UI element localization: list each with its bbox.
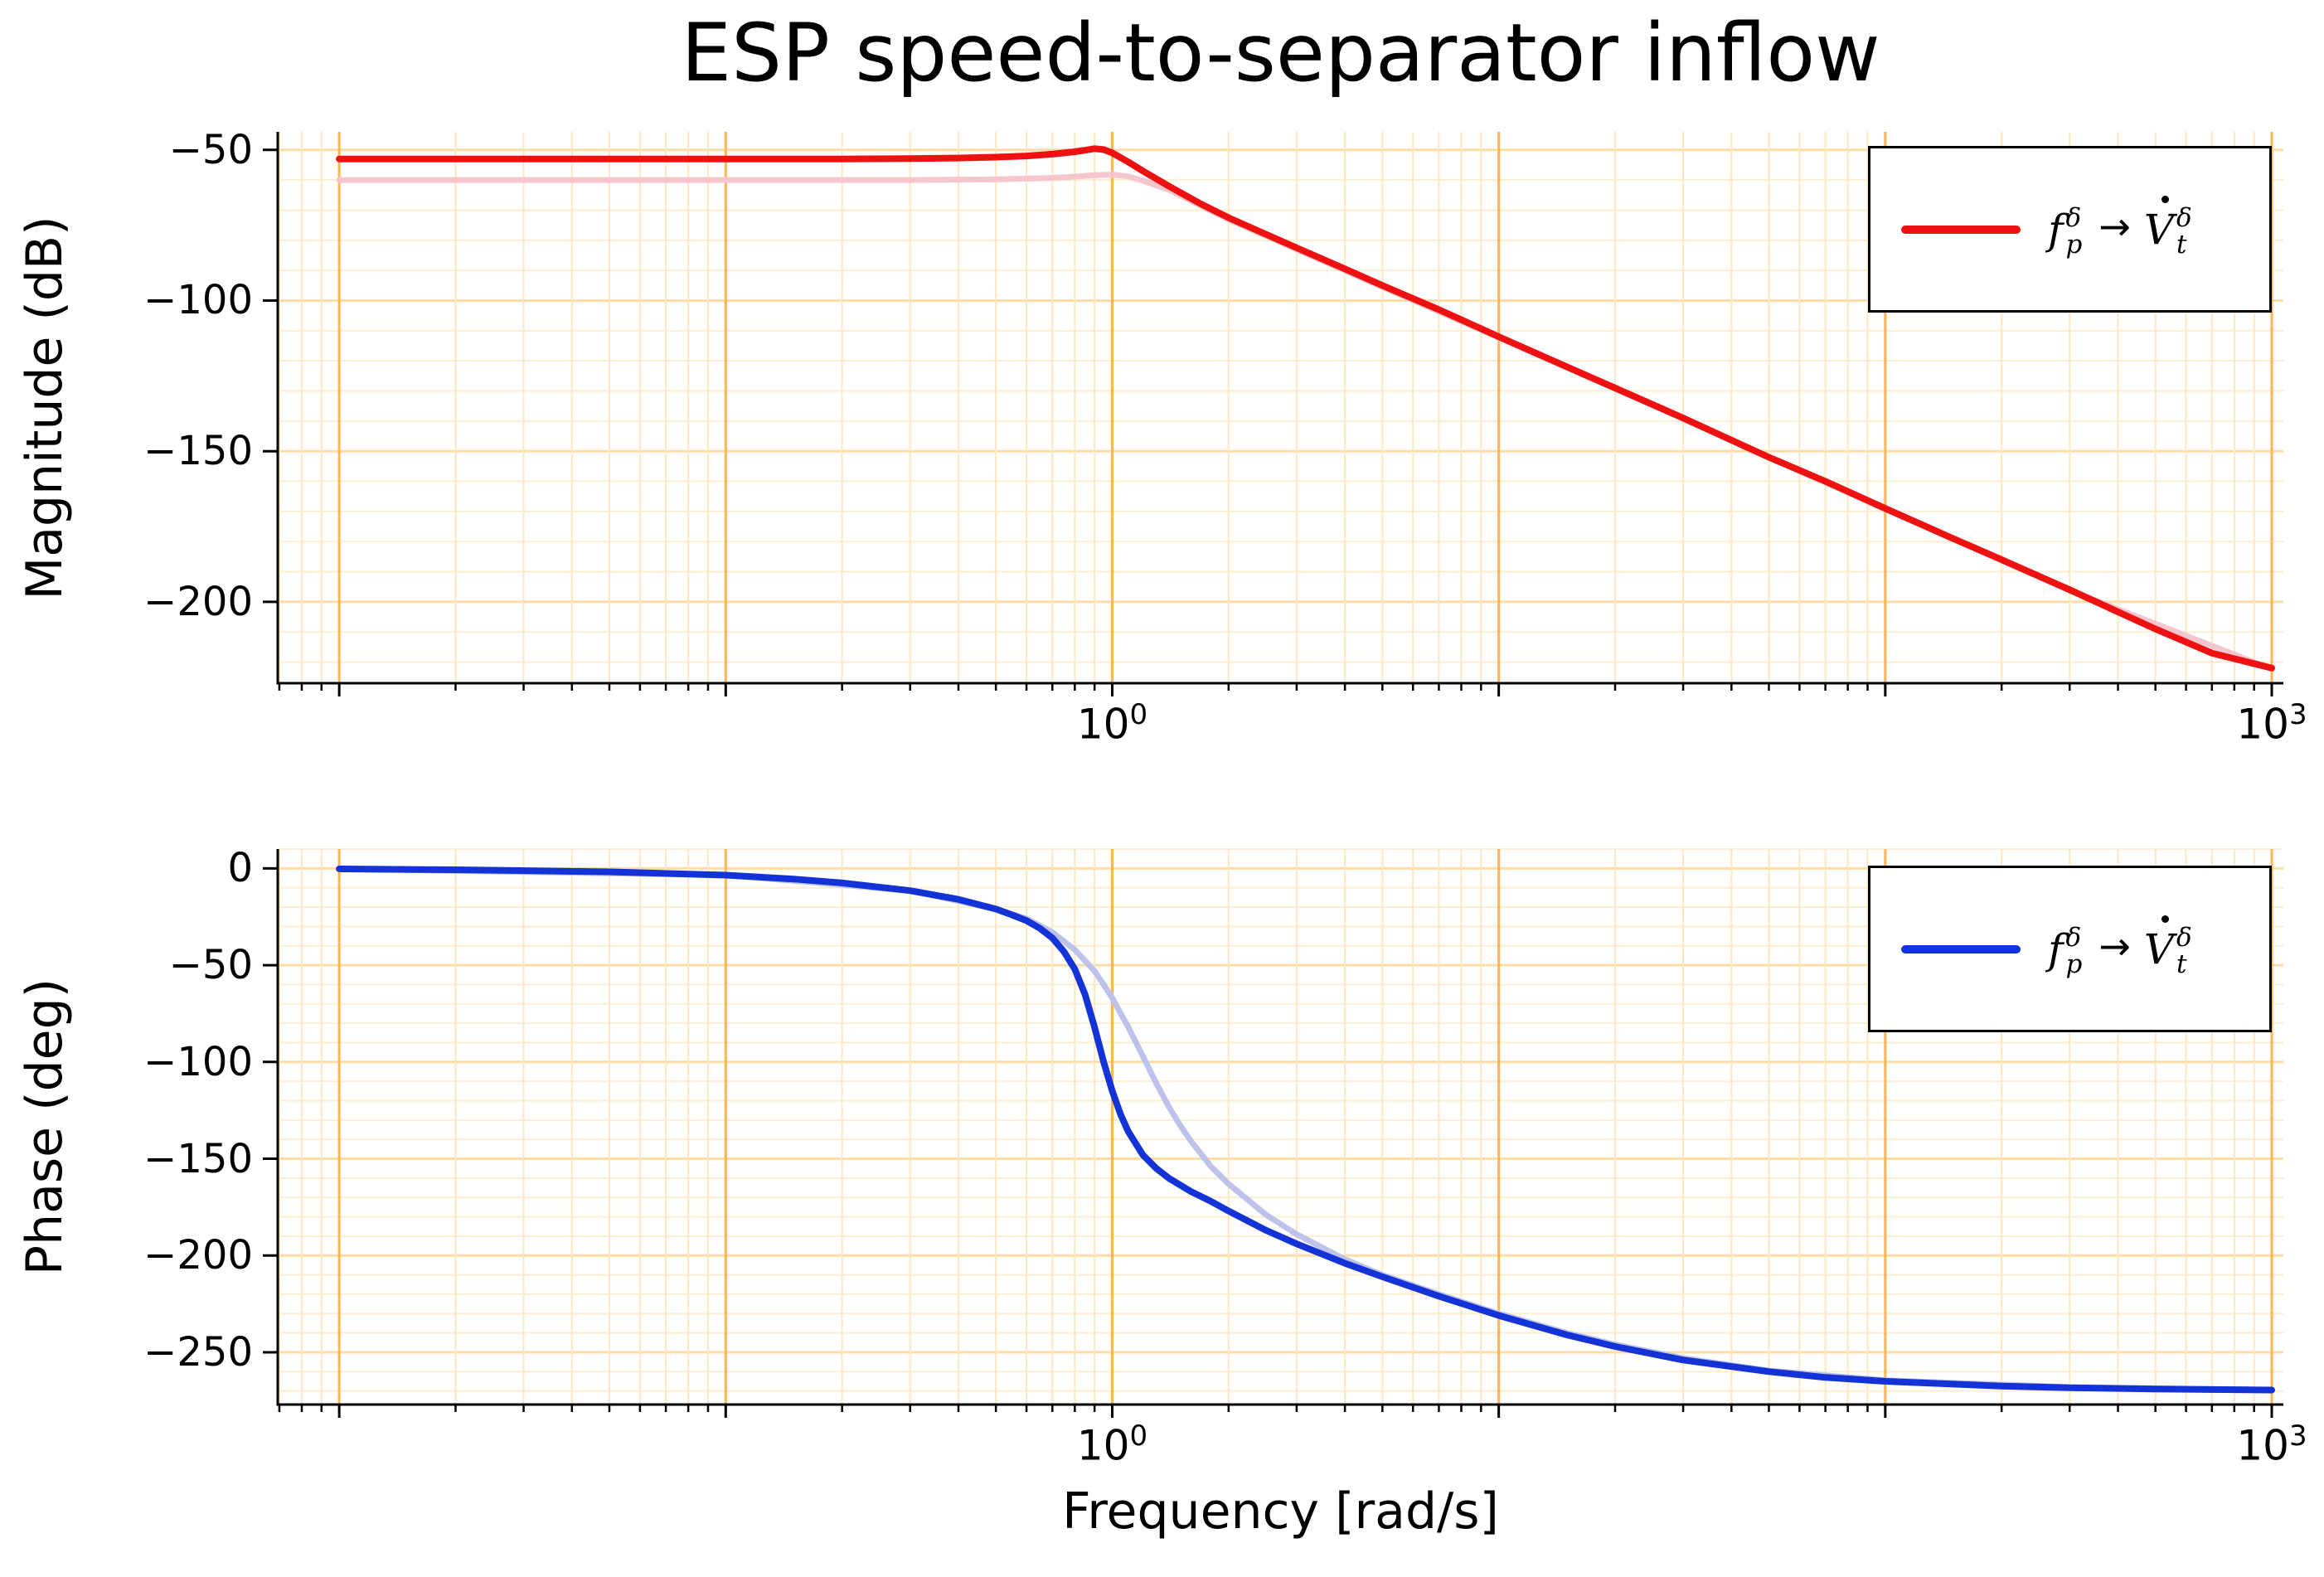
y-tick-label: −100 (143, 1038, 253, 1085)
y-tick-label: −200 (143, 1232, 253, 1279)
legend-var-to: V (2143, 924, 2175, 973)
legend-var-to-dotted: V (2143, 915, 2175, 973)
legend-line-sample (1901, 225, 2021, 234)
y-tick-label: −150 (143, 428, 253, 475)
legend-sup-from: δ (2065, 202, 2082, 233)
y-tick-label: −250 (143, 1328, 253, 1376)
y-tick-label: −200 (143, 578, 253, 625)
legend-var-from: f (2048, 205, 2064, 254)
x-tick-label: 103 (2236, 1419, 2307, 1470)
y-tick-label: −150 (143, 1135, 253, 1182)
series-fp-to-Vt-magnitude (336, 145, 2275, 672)
x-tick-label: 103 (2236, 698, 2307, 749)
legend-sub-to: t (2176, 949, 2187, 979)
legend-var-from: f (2048, 924, 2064, 973)
legend-sup-to: δ (2176, 922, 2192, 953)
magnitude-axis-label: Magnitude (dB) (16, 216, 74, 600)
legend-var-to-dotted: V (2143, 195, 2175, 254)
legend-sup-from: δ (2065, 922, 2082, 953)
legend-sub-from: p (2065, 229, 2083, 260)
overdot-icon (2161, 915, 2169, 923)
x-tick-label: 100 (1076, 1419, 1148, 1470)
x-tick-label: 100 (1076, 698, 1148, 749)
y-tick-label: 0 (227, 845, 253, 892)
y-tick-label: −100 (143, 277, 253, 324)
y-tick-label: −50 (168, 126, 253, 173)
legend-var-to: V (2143, 205, 2175, 254)
legend-sup-to: δ (2176, 202, 2192, 233)
legend-arrow: → (2098, 203, 2131, 249)
legend-arrow: → (2098, 923, 2131, 968)
series-fp-to-Vt-phase (336, 866, 2275, 1394)
y-tick-label: −50 (168, 942, 253, 989)
frequency-axis-label: Frequency [rad/s] (1062, 1482, 1499, 1541)
overdot-icon (2161, 195, 2169, 203)
legend-sub-to: t (2176, 229, 2187, 260)
phase-axis-label: Phase (deg) (16, 978, 74, 1276)
legend-sub-from: p (2065, 949, 2083, 979)
legend-line-sample (1901, 944, 2021, 953)
figure-title: ESP speed-to-separator inflow (681, 7, 1880, 99)
